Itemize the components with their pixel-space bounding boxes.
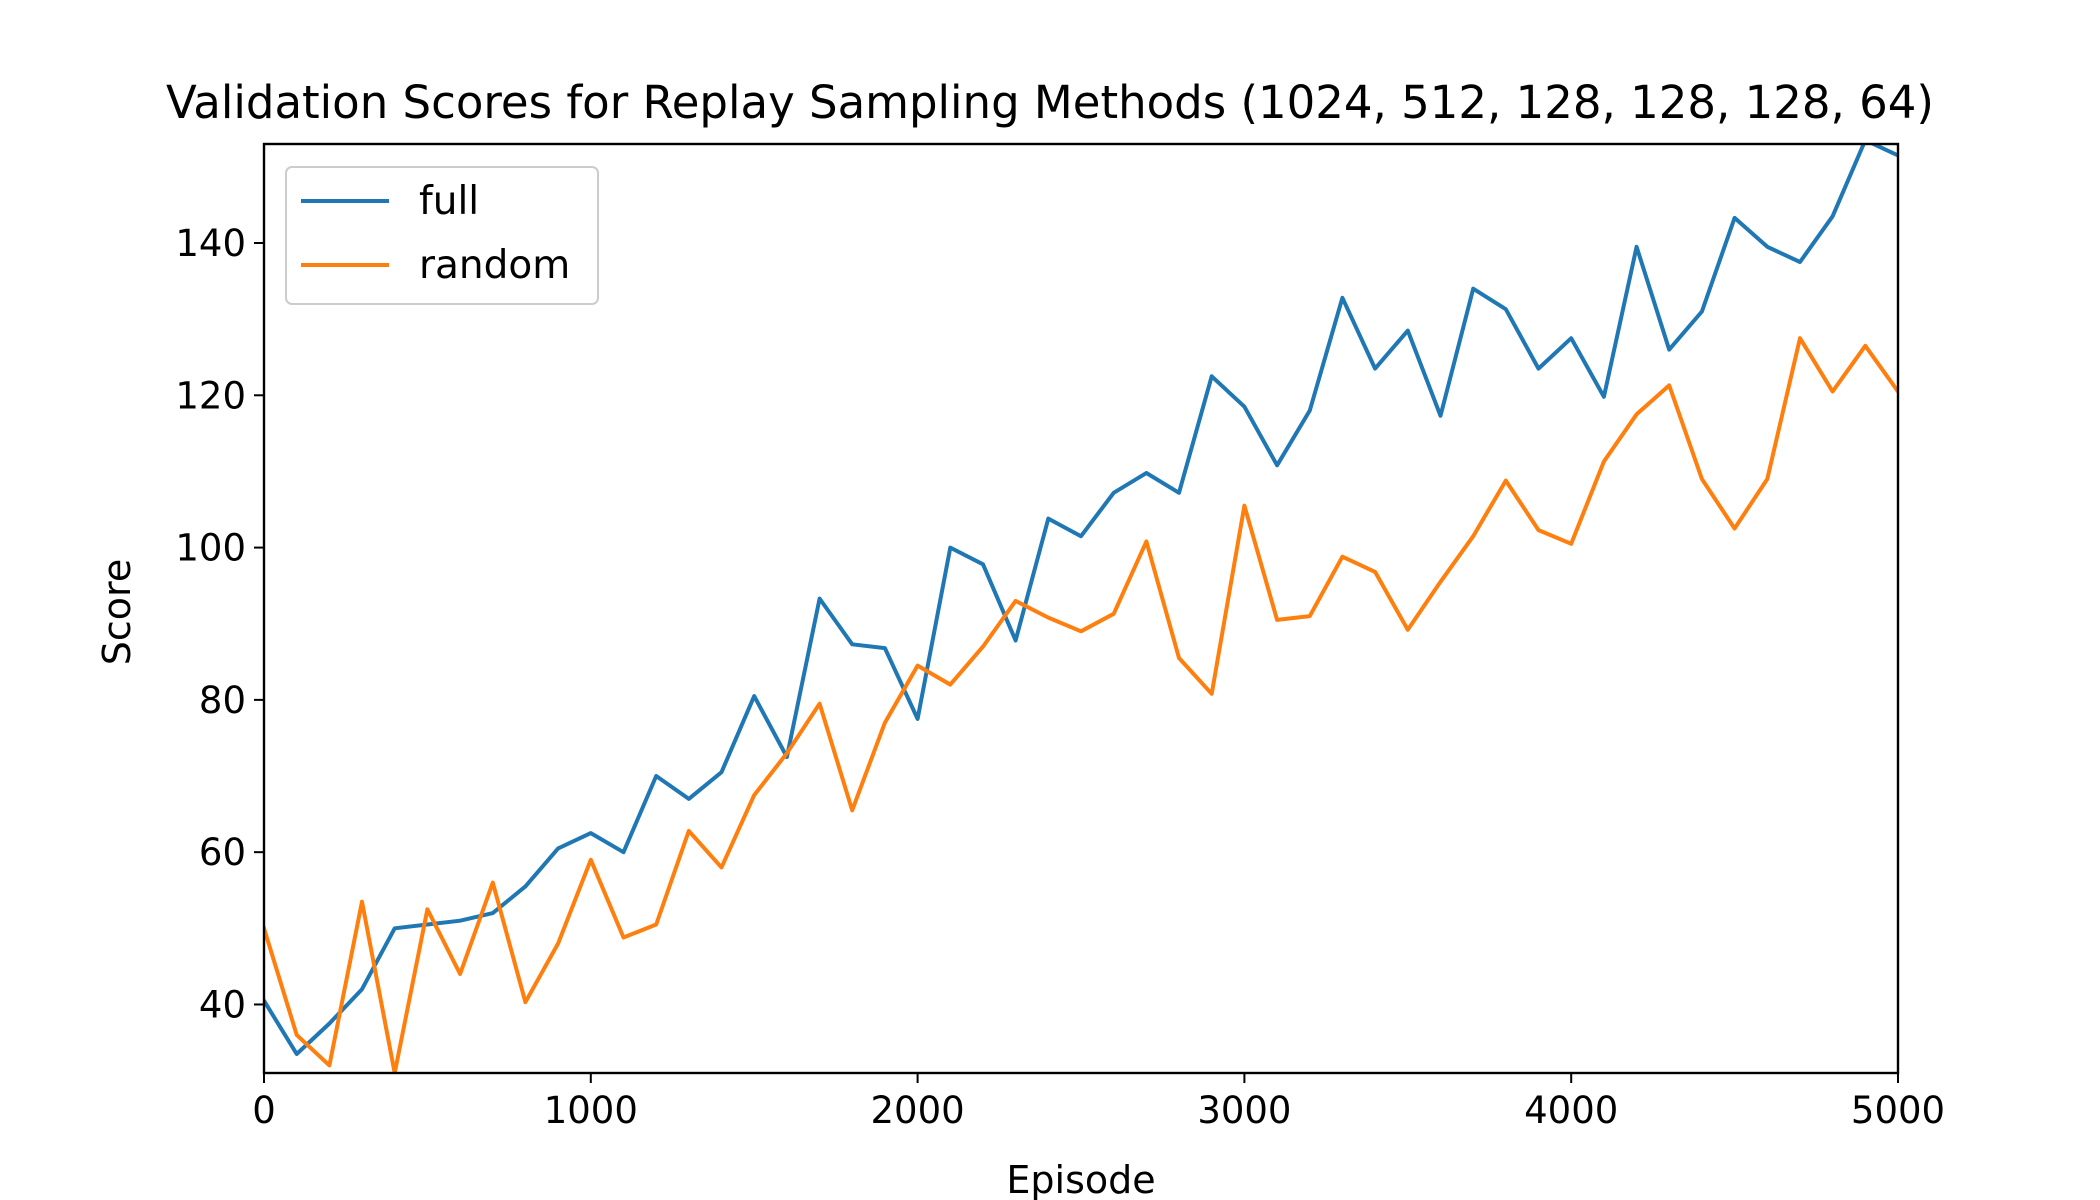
chart-title: Validation Scores for Replay Sampling Me… [166, 76, 1934, 129]
x-axis: 0 1000 2000 3000 4000 5000 [252, 1073, 1945, 1132]
y-tick-label: 100 [175, 527, 246, 570]
series-layer [264, 144, 1898, 1073]
x-tick-label: 2000 [871, 1089, 965, 1132]
y-axis-label: Score [95, 559, 139, 665]
series-line-random [264, 336, 1898, 1073]
legend-label-random: random [419, 243, 570, 288]
legend: full random [285, 166, 599, 305]
x-axis-label: Episode [1006, 1158, 1155, 1200]
x-tick-label: 4000 [1524, 1089, 1618, 1132]
y-tick-label: 140 [175, 222, 246, 265]
y-tick-label: 40 [199, 983, 246, 1026]
y-tick-label: 60 [199, 831, 246, 874]
x-tick-label: 1000 [544, 1089, 638, 1132]
y-tick-label: 80 [199, 679, 246, 722]
x-tick-label: 5000 [1851, 1089, 1945, 1132]
x-tick-label: 3000 [1197, 1089, 1291, 1132]
x-tick-label: 0 [252, 1089, 276, 1132]
plot-area [262, 142, 1900, 1075]
series-line-full [264, 144, 1898, 1056]
legend-label-full: full [419, 179, 479, 224]
y-tick-label: 120 [175, 374, 246, 417]
y-axis: 40 60 80 100 120 140 [175, 222, 264, 1026]
